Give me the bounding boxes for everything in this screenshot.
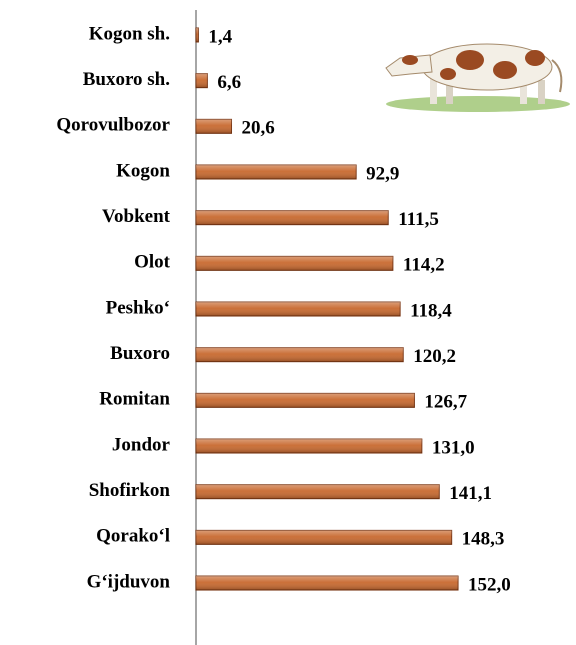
category-label: Olot bbox=[134, 252, 171, 273]
category-label: G‘ijduvon bbox=[87, 571, 171, 592]
cow-illustration bbox=[385, 43, 570, 112]
bar-shine bbox=[196, 210, 389, 225]
category-label: Romitan bbox=[99, 389, 170, 410]
value-label: 6,6 bbox=[217, 72, 241, 93]
value-label: 120,2 bbox=[413, 346, 456, 367]
category-label: Peshko‘ bbox=[106, 297, 170, 318]
value-label: 126,7 bbox=[424, 392, 467, 413]
bar-shine bbox=[196, 119, 232, 134]
value-label: 131,0 bbox=[432, 437, 475, 458]
bar-shine bbox=[196, 73, 208, 88]
category-label: Kogon bbox=[116, 160, 170, 181]
value-label: 148,3 bbox=[462, 529, 505, 550]
category-label: Jondor bbox=[112, 434, 171, 455]
value-label: 20,6 bbox=[242, 118, 275, 139]
bar-shine bbox=[196, 256, 393, 271]
bar-shine bbox=[196, 439, 422, 454]
category-label: Kogon sh. bbox=[89, 23, 170, 44]
value-label: 152,0 bbox=[468, 574, 511, 595]
value-label: 114,2 bbox=[403, 255, 445, 276]
bar-shine bbox=[196, 393, 415, 408]
value-label: 111,5 bbox=[398, 209, 439, 230]
bar-shine bbox=[196, 28, 199, 42]
bar-shine bbox=[196, 530, 452, 545]
category-label: Buxoro sh. bbox=[83, 69, 170, 90]
bar-shine bbox=[196, 484, 440, 499]
bar-shine bbox=[196, 165, 357, 180]
value-label: 141,1 bbox=[449, 483, 492, 504]
category-label: Buxoro bbox=[110, 343, 170, 364]
value-label: 92,9 bbox=[366, 163, 399, 184]
value-label: 1,4 bbox=[208, 26, 232, 47]
bar-shine bbox=[196, 576, 459, 591]
category-label: Qorako‘l bbox=[96, 526, 170, 547]
bar-shine bbox=[196, 302, 401, 317]
category-label: Shofirkon bbox=[89, 480, 171, 501]
category-label: Qorovulbozor bbox=[56, 115, 170, 136]
bar-shine bbox=[196, 347, 404, 362]
value-label: 118,4 bbox=[410, 300, 452, 321]
category-label: Vobkent bbox=[102, 206, 171, 227]
